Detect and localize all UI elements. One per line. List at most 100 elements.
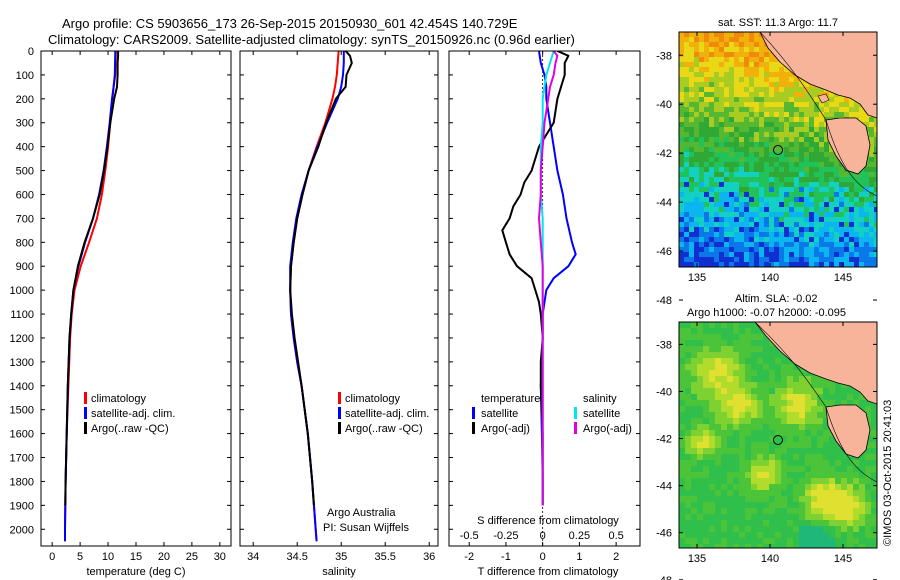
sst-pixel xyxy=(759,97,764,102)
sst-pixel xyxy=(729,192,734,197)
sla-pixel xyxy=(823,430,829,436)
sla-pixel xyxy=(805,400,811,406)
sla-pixel xyxy=(715,334,721,340)
sst-pixel xyxy=(819,262,824,267)
sla-pixel xyxy=(757,340,763,346)
sla-pixel xyxy=(727,358,733,364)
sst-pixel xyxy=(719,47,724,52)
sst-pixel xyxy=(779,77,784,82)
sst-pixel xyxy=(759,62,764,67)
sst-pixel xyxy=(844,212,849,217)
sla-pixel xyxy=(697,364,703,370)
sla-pixel xyxy=(709,508,715,514)
series-line-argo-adj xyxy=(501,51,570,506)
sla-pixel xyxy=(841,400,847,406)
sst-pixel xyxy=(794,202,799,207)
sst-pixel xyxy=(729,227,734,232)
sla-pixel xyxy=(751,328,757,334)
sst-pixel xyxy=(754,262,759,267)
sst-pixel xyxy=(704,122,709,127)
sla-pixel xyxy=(787,388,793,394)
sst-pixel xyxy=(864,242,869,247)
sla-pixel xyxy=(865,472,871,478)
sla-pixel xyxy=(739,478,745,484)
sst-pixel xyxy=(839,97,844,102)
sla-pixel xyxy=(721,508,727,514)
sla-map: Altim. SLA: -0.02 Argo h1000: -0.07 h200… xyxy=(656,293,878,580)
sla-pixel xyxy=(775,520,781,526)
sla-pixel xyxy=(751,346,757,352)
sla-pixel xyxy=(793,514,799,520)
legend-swatch-t-argo xyxy=(472,422,475,434)
sla-pixel xyxy=(787,364,793,370)
sla-pixel xyxy=(865,514,871,520)
sst-pixel xyxy=(734,117,739,122)
sst-pixel xyxy=(709,117,714,122)
sla-pixel xyxy=(859,502,865,508)
sst-pixel xyxy=(759,197,764,202)
sst-pixel xyxy=(694,202,699,207)
sst-pixel xyxy=(854,202,859,207)
sst-pixel xyxy=(684,37,689,42)
sst-pixel xyxy=(764,237,769,242)
sst-pixel xyxy=(684,47,689,52)
sst-pixel xyxy=(729,42,734,47)
sst-pixel xyxy=(679,217,684,222)
sla-pixel xyxy=(703,514,709,520)
sla-pixel xyxy=(703,388,709,394)
sla-pixel xyxy=(703,376,709,382)
sla-pixel xyxy=(721,520,727,526)
sst-pixel xyxy=(814,107,819,112)
sst-pixel xyxy=(794,167,799,172)
sla-pixel xyxy=(697,424,703,430)
sla-pixel xyxy=(697,520,703,526)
sst-pixel xyxy=(794,82,799,87)
sst-pixel xyxy=(794,102,799,107)
sla-pixel xyxy=(733,400,739,406)
sst-pixel xyxy=(784,72,789,77)
sst-pixel xyxy=(859,187,864,192)
sla-pixel xyxy=(775,532,781,538)
sla-pixel xyxy=(769,478,775,484)
sla-pixel xyxy=(679,508,685,514)
sla-pixel xyxy=(769,442,775,448)
depth-tick-label: 600 xyxy=(16,189,34,201)
sst-pixel xyxy=(704,97,709,102)
sst-pixel xyxy=(699,47,704,52)
sla-pixel xyxy=(691,538,697,544)
sst-pixel xyxy=(859,112,864,117)
sla-pixel xyxy=(769,412,775,418)
sla-pixel xyxy=(727,394,733,400)
sla-pixel xyxy=(763,520,769,526)
sst-pixel xyxy=(819,197,824,202)
x-tick-label: 20 xyxy=(158,551,170,563)
sst-pixel xyxy=(709,167,714,172)
sla-pixel xyxy=(757,478,763,484)
sst-pixel xyxy=(694,167,699,172)
sst-pixel xyxy=(819,257,824,262)
sst-pixel xyxy=(719,162,724,167)
sla-pixel xyxy=(703,478,709,484)
sla-pixel xyxy=(697,538,703,544)
sst-pixel xyxy=(769,182,774,187)
sst-pixel xyxy=(679,207,684,212)
sla-pixel xyxy=(679,352,685,358)
sst-pixel xyxy=(734,202,739,207)
sst-pixel xyxy=(864,257,869,262)
sst-pixel xyxy=(769,102,774,107)
sla-pixel xyxy=(697,478,703,484)
sst-pixel xyxy=(739,182,744,187)
sla-pixel xyxy=(769,406,775,412)
sla-pixel xyxy=(781,358,787,364)
sla-pixel xyxy=(847,544,853,548)
sst-pixel xyxy=(749,167,754,172)
sla-pixel xyxy=(799,394,805,400)
sst-pixel xyxy=(794,237,799,242)
sst-pixel xyxy=(694,87,699,92)
sst-pixel xyxy=(759,172,764,177)
sst-pixel xyxy=(754,37,759,42)
sla-pixel xyxy=(805,460,811,466)
sst-pixel xyxy=(799,187,804,192)
sst-pixel xyxy=(784,192,789,197)
sst-pixel xyxy=(729,162,734,167)
